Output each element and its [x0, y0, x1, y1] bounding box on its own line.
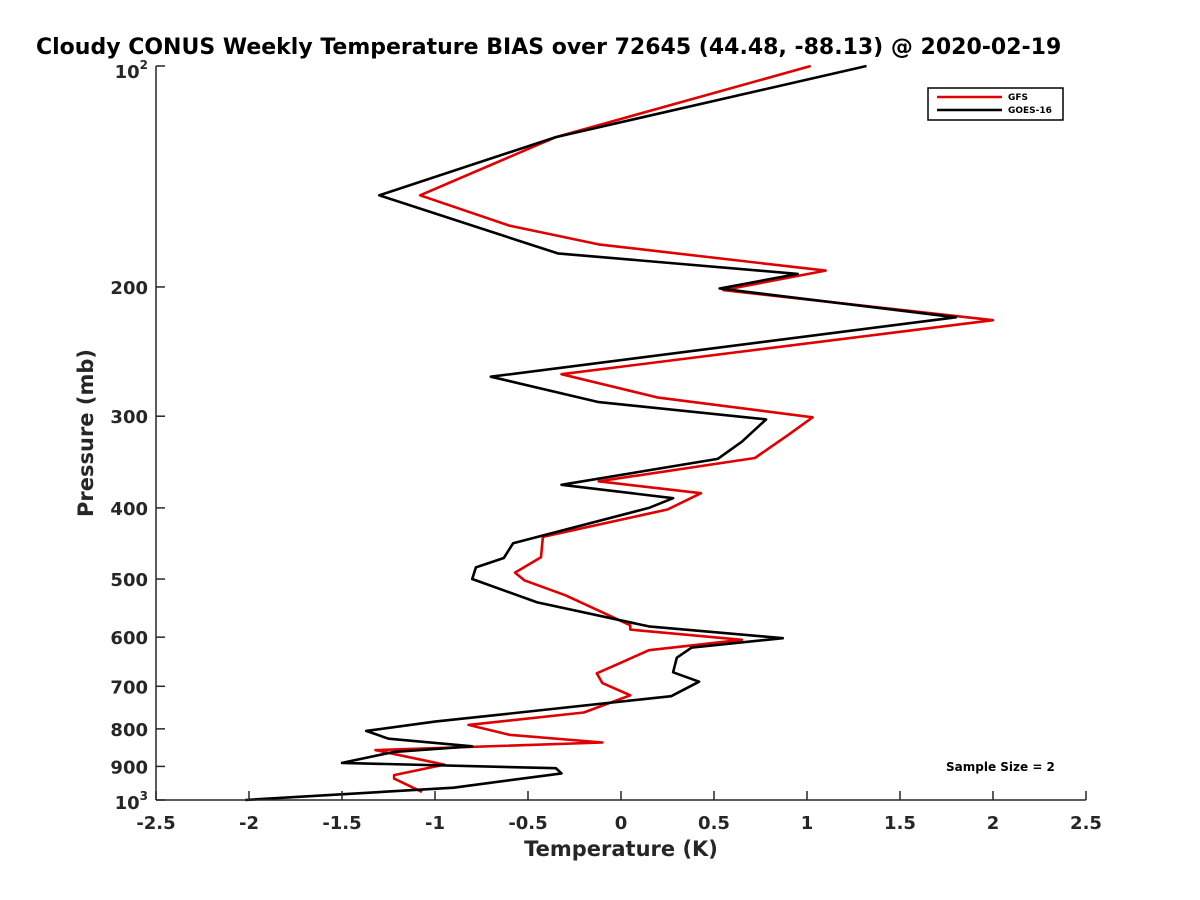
legend-label-gfs: GFS [1008, 93, 1028, 103]
x-axis-label: Temperature (K) [524, 837, 718, 861]
y-ticks: 200 300 400 500 600 700 800 900 [110, 65, 165, 801]
y-tick-top-exp: 2 [140, 58, 148, 72]
y-tick-bottom-exp: 3 [140, 789, 148, 803]
x-tick-label: -1.5 [322, 813, 361, 834]
y-tick-label: 500 [110, 570, 148, 591]
series-line-gfs [374, 64, 995, 794]
x-tick-label: 0 [615, 813, 628, 834]
y-tick-label: 700 [110, 677, 148, 698]
y-tick-label-bottom: 103 [115, 789, 148, 814]
legend-label-goes16: GOES-16 [1008, 106, 1052, 116]
sample-size-annotation: Sample Size = 2 [946, 760, 1055, 774]
x-tick-label: -1 [425, 813, 445, 834]
y-tick-label: 800 [110, 720, 148, 741]
x-ticks: -2.5 -2 -1.5 -1 -0.5 0 0.5 1 1.5 2 2.5 [136, 791, 1102, 834]
y-tick-label: 900 [110, 757, 148, 778]
y-tick-label: 200 [110, 278, 148, 299]
x-tick-label: 1 [801, 813, 814, 834]
legend: GFS GOES-16 [927, 87, 1064, 121]
y-tick-label: 300 [110, 407, 148, 428]
y-tick-label-top: 102 [115, 58, 148, 83]
x-tick-label: 1.5 [884, 813, 916, 834]
x-tick-label: 2 [987, 813, 1000, 834]
y-tick-label: 600 [110, 628, 148, 649]
series-line-goes16 [245, 64, 958, 802]
y-tick-top-base: 10 [115, 62, 140, 83]
x-tick-label: 0.5 [698, 813, 730, 834]
legend-box [927, 87, 1064, 121]
x-tick-label: 2.5 [1070, 813, 1102, 834]
chart-title: Cloudy CONUS Weekly Temperature BIAS ove… [36, 35, 1061, 60]
y-tick-label: 400 [110, 499, 148, 520]
x-tick-label: -0.5 [508, 813, 547, 834]
series-layer [245, 64, 995, 802]
y-axis-label: Pressure (mb) [74, 349, 98, 517]
x-tick-label: -2.5 [136, 813, 175, 834]
y-tick-bottom-base: 10 [115, 793, 140, 814]
x-tick-label: -2 [239, 813, 259, 834]
